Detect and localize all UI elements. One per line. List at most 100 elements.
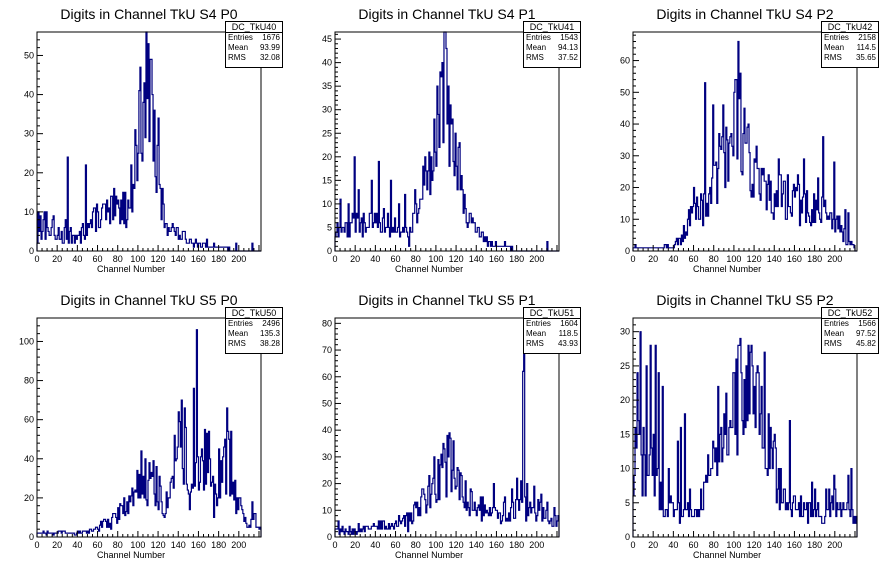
x-tick-label: 60 xyxy=(391,254,401,264)
stats-entries-value: 1543 xyxy=(560,33,578,42)
histogram-title: Digits in Channel TkU S5 P0 xyxy=(60,292,238,308)
x-tick-label: 80 xyxy=(411,540,421,550)
x-tick-label: 200 xyxy=(529,540,544,550)
stats-rms-row: RMS 38.28 xyxy=(226,339,282,349)
histogram-pad-s5-p1: Digits in Channel TkU S5 P1 0 20 40 60 80 100… xyxy=(298,286,596,572)
stats-entries-value: 2158 xyxy=(858,33,876,42)
x-tick-label: 0 xyxy=(332,540,337,550)
x-tick-label: 100 xyxy=(726,254,741,264)
x-tick-label: 100 xyxy=(130,540,145,550)
y-tick-label: 0 xyxy=(29,246,34,256)
stats-box: DC_TkU41 Entries 1543 Mean 94.13 RMS 37.52 xyxy=(523,21,581,68)
stats-rms-row: RMS 43.93 xyxy=(524,339,580,349)
stats-mean-label: Mean xyxy=(228,329,249,338)
x-axis-label: Channel Number xyxy=(693,264,761,274)
y-tick-label: 0 xyxy=(327,246,332,256)
y-tick-label: 20 xyxy=(24,168,34,178)
y-tick-label: 5 xyxy=(327,222,332,232)
y-tick-label: 30 xyxy=(620,327,630,337)
x-tick-label: 160 xyxy=(191,254,206,264)
stats-box-title: DC_TkU51 xyxy=(524,308,580,319)
x-tick-label: 60 xyxy=(391,540,401,550)
x-tick-label: 160 xyxy=(489,254,504,264)
y-tick-label: 0 xyxy=(29,532,34,542)
stats-mean-value: 135.3 xyxy=(259,329,280,338)
y-tick-label: 10 xyxy=(620,214,630,224)
y-tick-label: 20 xyxy=(24,493,34,503)
stats-rms-label: RMS xyxy=(824,339,842,348)
stats-mean-label: Mean xyxy=(824,329,845,338)
y-tick-label: 0 xyxy=(625,246,630,256)
histogram-title: Digits in Channel TkU S5 P1 xyxy=(358,292,536,308)
x-tick-label: 40 xyxy=(370,254,380,264)
y-tick-label: 70 xyxy=(322,345,332,355)
x-tick-label: 20 xyxy=(350,254,360,264)
plot-frame xyxy=(334,317,560,538)
stats-entries-row: Entries 1604 xyxy=(524,319,580,329)
x-tick-label: 120 xyxy=(151,254,166,264)
y-tick-label: 40 xyxy=(620,119,630,129)
stats-entries-value: 1566 xyxy=(858,319,876,328)
stats-box: DC_TkU52 Entries 1566 Mean 97.52 RMS 45.82 xyxy=(821,307,879,354)
x-tick-label: 140 xyxy=(767,540,782,550)
x-tick-label: 0 xyxy=(34,254,39,264)
x-tick-label: 160 xyxy=(787,254,802,264)
stats-rms-label: RMS xyxy=(228,339,246,348)
stats-mean-label: Mean xyxy=(824,43,845,52)
x-axis-label: Channel Number xyxy=(395,550,463,560)
x-axis-label: Channel Number xyxy=(97,264,165,274)
y-tick-label: 50 xyxy=(24,50,34,60)
x-tick-label: 20 xyxy=(350,540,360,550)
stats-box: DC_TkU50 Entries 2496 Mean 135.3 RMS 38.28 xyxy=(225,307,283,354)
stats-box: DC_TkU40 Entries 1676 Mean 93.99 RMS 32.08 xyxy=(225,21,283,68)
stats-entries-row: Entries 1676 xyxy=(226,33,282,43)
y-tick-label: 30 xyxy=(24,129,34,139)
x-tick-label: 200 xyxy=(827,254,842,264)
stats-entries-label: Entries xyxy=(526,319,551,328)
x-tick-label: 20 xyxy=(648,254,658,264)
y-tick-label: 50 xyxy=(620,87,630,97)
stats-box-title: DC_TkU40 xyxy=(226,22,282,33)
stats-box-title: DC_TkU50 xyxy=(226,308,282,319)
x-tick-label: 40 xyxy=(668,540,678,550)
histogram-plot: 0 20 40 60 80 100 120 140 160 180 200 0 10 20 30 40 50 60… xyxy=(620,31,858,274)
x-tick-label: 80 xyxy=(709,540,719,550)
stats-mean-label: Mean xyxy=(526,43,547,52)
stats-mean-value: 94.13 xyxy=(557,43,578,52)
x-tick-label: 180 xyxy=(807,540,822,550)
stats-mean-value: 97.52 xyxy=(855,329,876,338)
x-tick-label: 180 xyxy=(211,540,226,550)
stats-entries-value: 1676 xyxy=(262,33,280,42)
x-tick-label: 120 xyxy=(449,540,464,550)
x-tick-label: 140 xyxy=(469,540,484,550)
stats-mean-row: Mean 135.3 xyxy=(226,329,282,339)
histogram-title: Digits in Channel TkU S4 P1 xyxy=(358,6,536,22)
stats-rms-value: 35.65 xyxy=(855,53,876,62)
stats-mean-row: Mean 118.5 xyxy=(524,329,580,339)
y-tick-label: 25 xyxy=(322,128,332,138)
stats-rms-row: RMS 35.65 xyxy=(822,53,878,63)
plot-frame xyxy=(334,31,560,252)
y-tick-label: 60 xyxy=(620,56,630,66)
stats-mean-value: 114.5 xyxy=(856,43,876,52)
histogram-series-line xyxy=(334,328,560,537)
stats-box: DC_TkU51 Entries 1604 Mean 118.5 RMS 43.93 xyxy=(523,307,581,354)
stats-rms-value: 32.08 xyxy=(259,53,280,62)
stats-mean-row: Mean 114.5 xyxy=(822,43,878,53)
histogram-plot: 0 20 40 60 80 100 120 140 160 180 200 0 5 10 15 20 25 30 C… xyxy=(620,317,858,560)
stats-entries-row: Entries 2496 xyxy=(226,319,282,329)
stats-rms-value: 43.93 xyxy=(557,339,578,348)
x-tick-label: 60 xyxy=(689,254,699,264)
histogram-series-line xyxy=(632,40,857,252)
stats-box: DC_TkU42 Entries 2158 Mean 114.5 RMS 35.65 xyxy=(821,21,879,68)
x-tick-label: 160 xyxy=(191,540,206,550)
stats-rms-value: 45.82 xyxy=(855,339,876,348)
x-tick-label: 80 xyxy=(709,254,719,264)
x-axis-label: Channel Number xyxy=(693,550,761,560)
stats-rms-label: RMS xyxy=(526,339,544,348)
stats-entries-label: Entries xyxy=(228,33,253,42)
y-tick-label: 60 xyxy=(24,415,34,425)
y-tick-label: 10 xyxy=(24,207,34,217)
stats-mean-value: 118.5 xyxy=(558,329,578,338)
y-tick-label: 35 xyxy=(322,81,332,91)
